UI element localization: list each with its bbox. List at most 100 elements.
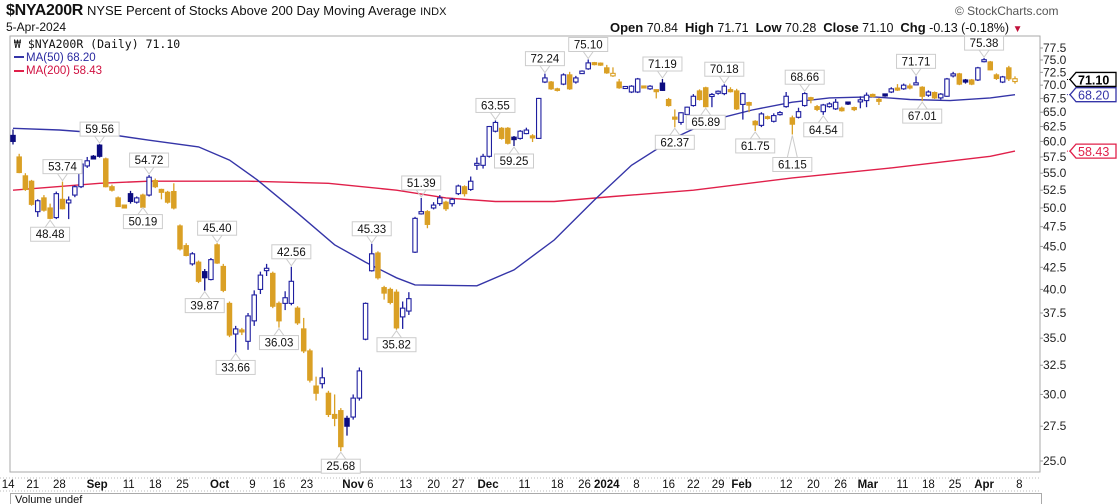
candle: [987, 60, 994, 71]
x-tick-label: 14: [2, 479, 15, 491]
annotation-box: [735, 138, 776, 154]
price-annotation: 42.56: [271, 244, 312, 267]
candle-body: [511, 136, 517, 141]
candle-body: [863, 94, 870, 102]
candle-body: [548, 81, 554, 90]
candle-body: [449, 198, 455, 205]
y-tick-label: 55.0: [1043, 166, 1067, 180]
annotation-label: 65.89: [691, 117, 720, 129]
candle-body: [746, 102, 752, 106]
x-tick-label: 25: [949, 479, 962, 491]
annotation-pointer: [44, 219, 56, 228]
candle: [863, 92, 870, 108]
candle: [393, 289, 400, 330]
candle-body: [498, 127, 505, 139]
candle: [270, 271, 276, 309]
candle-body: [542, 77, 548, 83]
candle: [579, 70, 585, 75]
candle-body: [622, 85, 629, 90]
candle: [461, 185, 468, 197]
candle-body: [232, 328, 239, 335]
annotation-label: 61.15: [778, 159, 807, 171]
annotation-label: 59.56: [85, 124, 114, 136]
candle: [585, 59, 591, 70]
candle: [133, 196, 140, 204]
y-tick-label: 52.5: [1043, 183, 1067, 197]
candle-body: [560, 74, 567, 85]
candle-body: [634, 78, 641, 93]
x-tick-label: 18: [149, 479, 162, 491]
x-tick-label: 11: [897, 479, 909, 491]
price-annotation: 61.15: [772, 135, 813, 172]
annotation-box: [568, 36, 609, 52]
candle: [894, 84, 901, 91]
candle: [511, 135, 517, 147]
ma50-line: [12, 94, 1016, 287]
annotation-label: 53.74: [48, 162, 77, 174]
annotation-label: 39.87: [190, 301, 219, 313]
candle: [492, 120, 499, 133]
y-tick-label: 65.0: [1043, 105, 1067, 119]
candle-body: [900, 84, 907, 90]
candle-body: [59, 198, 66, 210]
y-tick-label: 57.5: [1043, 150, 1067, 164]
candle-body: [282, 297, 288, 304]
flag-box: [1069, 143, 1117, 159]
candle: [356, 367, 363, 401]
x-tick-label: Sep: [87, 479, 108, 491]
candle: [573, 75, 579, 84]
candle: [938, 93, 944, 100]
x-tick-label: 16: [273, 479, 286, 491]
candle: [851, 106, 857, 112]
candle-body: [944, 78, 950, 97]
candle-body: [956, 73, 963, 85]
candle: [387, 287, 394, 305]
candle-body: [140, 194, 146, 208]
candle-body: [826, 103, 833, 108]
candle: [876, 97, 882, 105]
candle: [789, 115, 796, 135]
candle: [406, 292, 412, 315]
candle: [418, 197, 424, 215]
candle-body: [505, 127, 511, 144]
candle-body: [999, 76, 1006, 83]
candle-body: [975, 67, 981, 81]
candle-body: [430, 204, 437, 209]
candle-body: [968, 79, 975, 85]
candle: [913, 76, 919, 86]
annotation-label: 36.03: [265, 338, 294, 350]
candle-body: [647, 85, 653, 90]
candle: [641, 85, 647, 89]
candle: [109, 184, 115, 192]
candle-body: [226, 302, 233, 336]
candle-body: [783, 95, 789, 108]
price-annotation: 59.56: [79, 121, 120, 144]
candle: [993, 73, 1000, 80]
legend-main: ₩ $NYA200R (Daily) 71.10: [14, 37, 180, 52]
candle: [368, 243, 375, 272]
y-tick-label: 67.5: [1043, 91, 1067, 105]
annotation-pointer: [749, 131, 761, 140]
candle-body: [399, 307, 406, 318]
candle-body: [474, 162, 480, 166]
candle-body: [709, 93, 715, 98]
annotation-box: [964, 35, 1005, 51]
candle: [542, 73, 548, 84]
candle-body: [263, 267, 270, 272]
candle-body: [610, 72, 616, 77]
x-tick-label: 11: [519, 479, 531, 491]
candle: [820, 103, 827, 115]
candle: [752, 120, 758, 131]
candle: [1006, 65, 1012, 82]
candle-body: [678, 112, 684, 124]
candle: [968, 78, 975, 86]
candle: [523, 127, 530, 135]
x-tick-label: Nov: [342, 479, 364, 491]
candle-body: [492, 121, 499, 132]
candle-body: [752, 120, 758, 126]
candle-body: [115, 197, 121, 208]
annotation-label: 68.66: [790, 72, 819, 84]
stockcharts-logo[interactable]: © StockCharts.com: [955, 4, 1059, 18]
candle: [733, 88, 740, 110]
annotation-box: [122, 214, 163, 230]
